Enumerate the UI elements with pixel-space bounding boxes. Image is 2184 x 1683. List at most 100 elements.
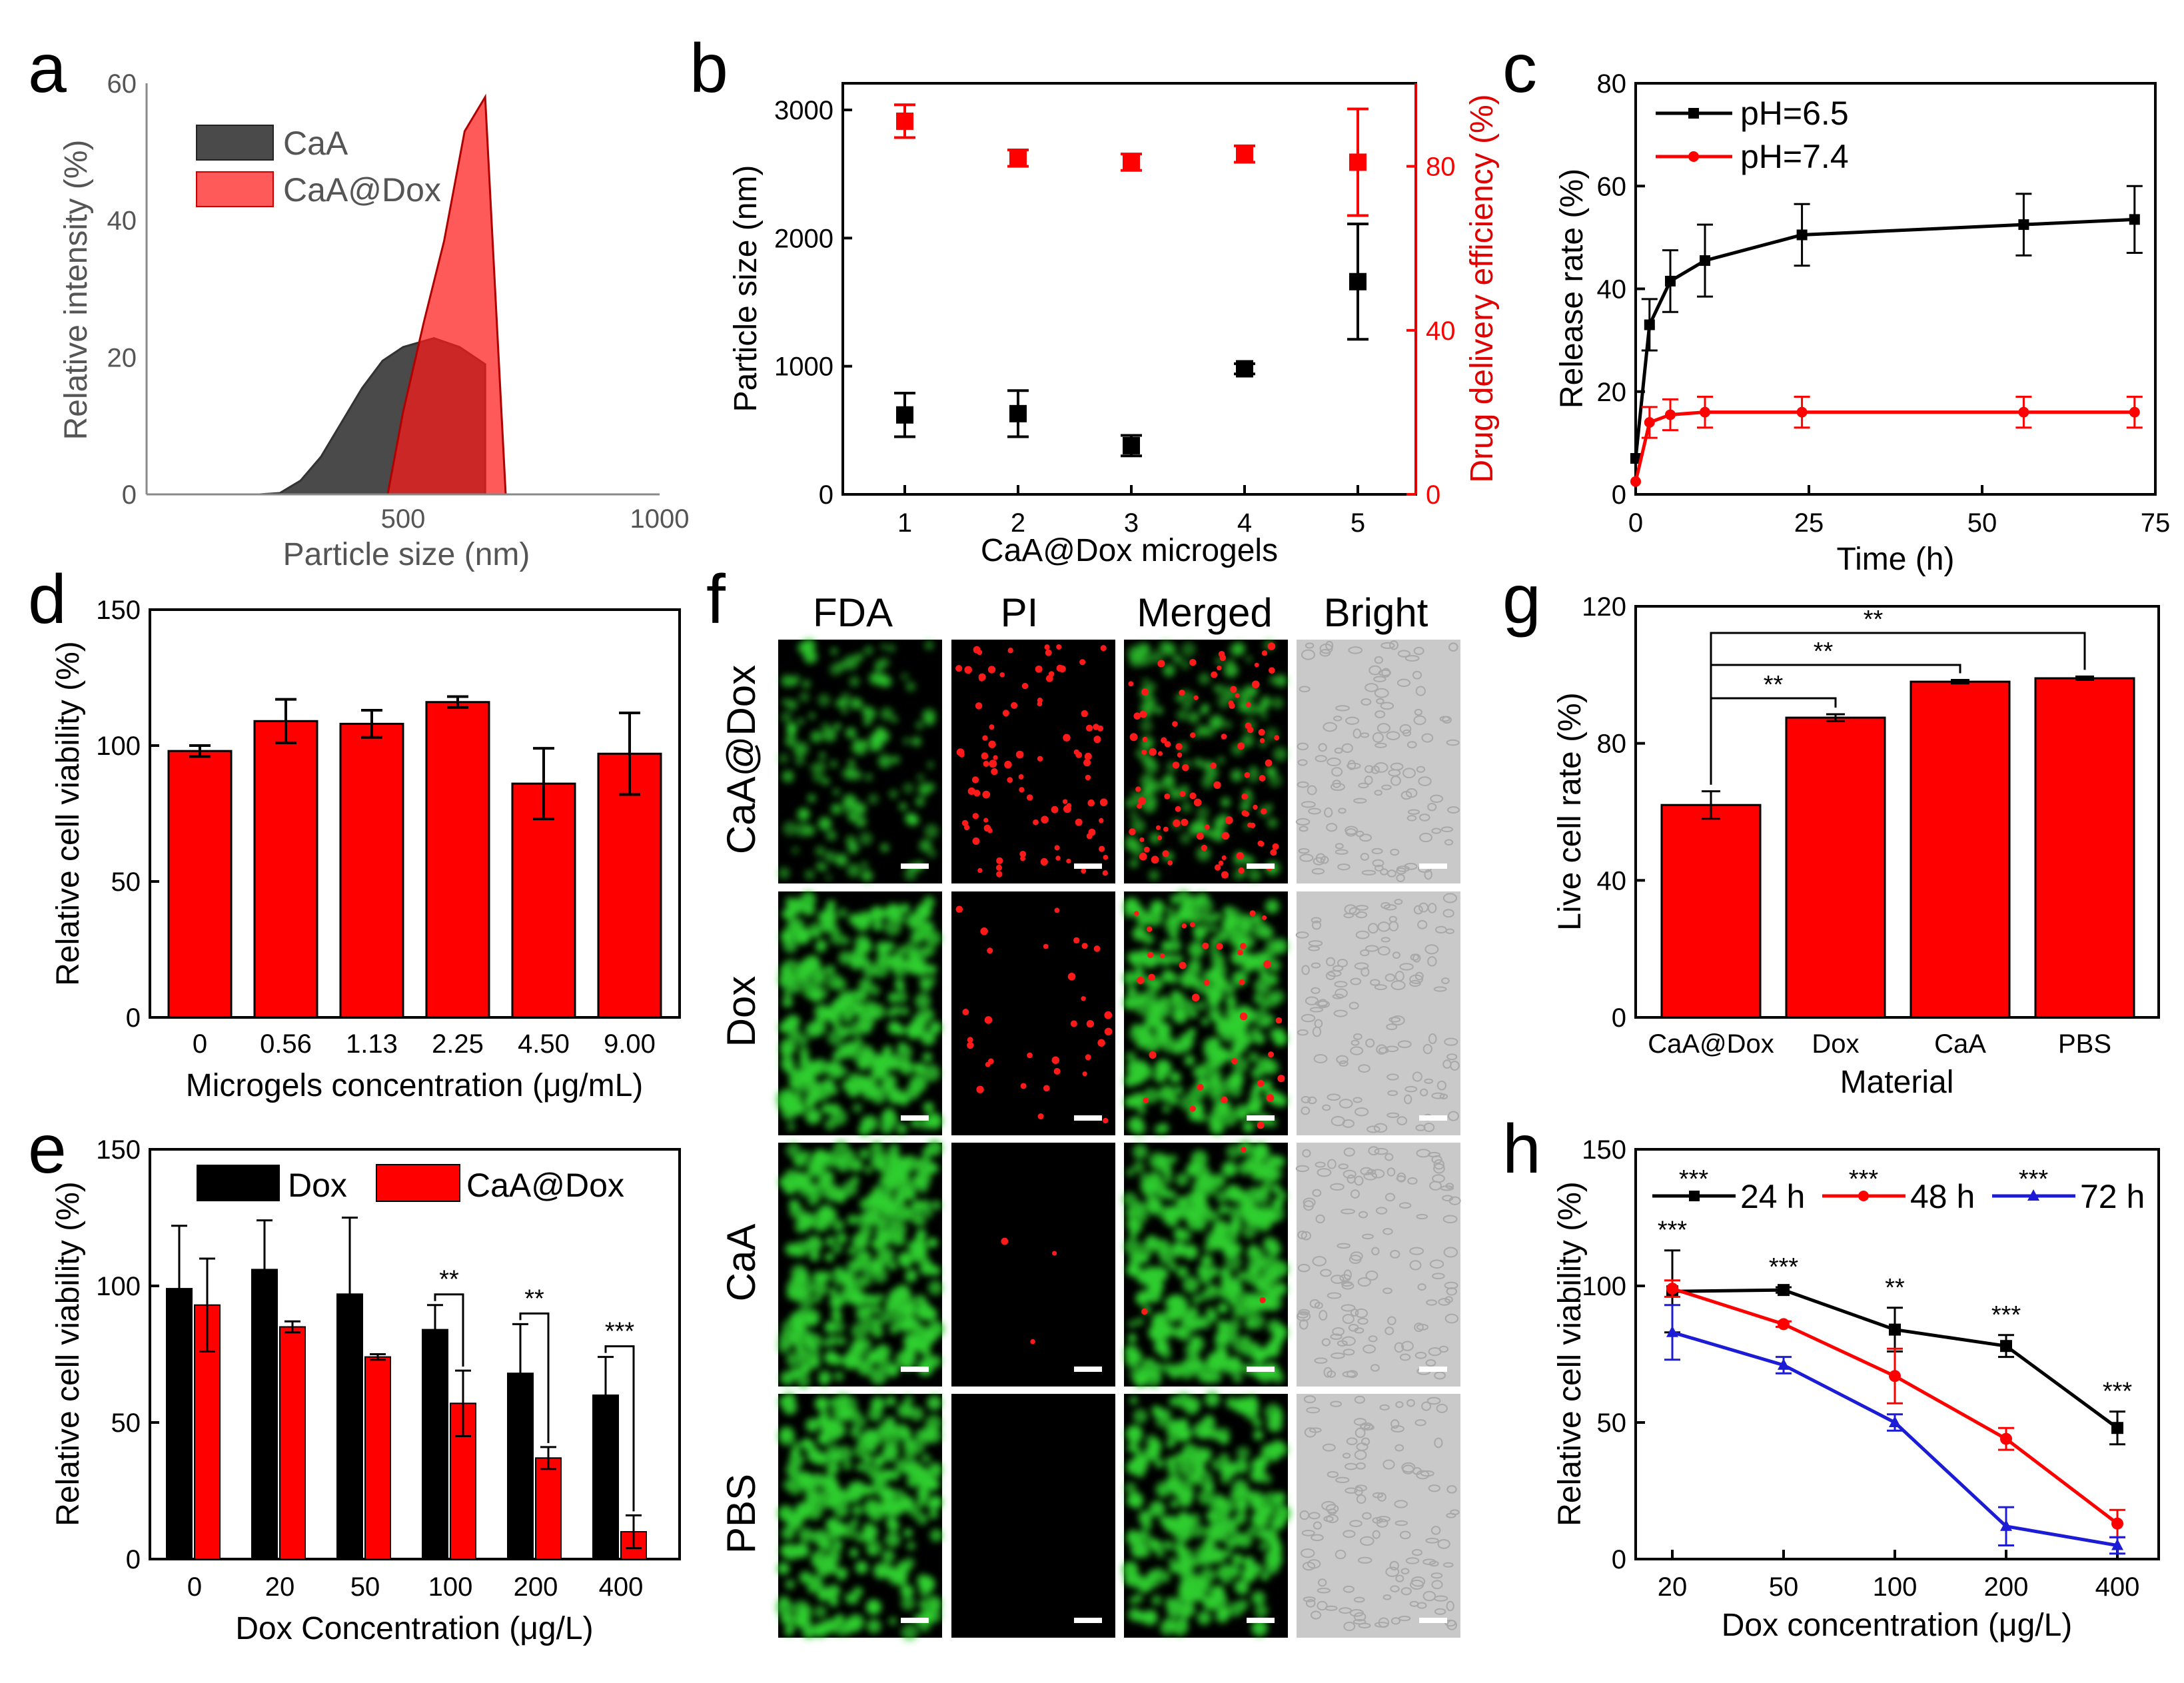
h-point: [2111, 1422, 2123, 1434]
f-green-cell: [777, 1562, 790, 1575]
f-green-cell: [818, 694, 831, 707]
f-green-cell: [1126, 1051, 1136, 1062]
f-red-cell: [1189, 792, 1197, 800]
f-green-cell: [873, 1064, 889, 1079]
f-green-cell: [832, 1321, 845, 1334]
d-y-tick-label: 0: [126, 1003, 141, 1033]
f-red-cell: [1137, 976, 1145, 985]
f-red-cell: [1104, 1011, 1113, 1019]
h-x-label: Dox concentration (μg/L): [1722, 1608, 2073, 1643]
f-red-cell: [1221, 871, 1229, 879]
f-green-cell: [780, 1545, 789, 1554]
f-green-cell: [922, 708, 936, 723]
f-green-cell: [1224, 1278, 1242, 1295]
f-green-cell: [835, 1155, 851, 1173]
d-y-tick-label: 50: [111, 867, 141, 897]
f-green-cell: [1162, 1105, 1171, 1113]
f-green-cell: [900, 672, 909, 681]
f-green-cell: [806, 1503, 823, 1520]
f-green-cell: [780, 711, 793, 724]
f-green-cell: [893, 1504, 904, 1514]
b-x-tick-label: 4: [1237, 508, 1252, 538]
f-bright-cell: [1424, 1078, 1434, 1084]
f-green-cell: [849, 957, 863, 970]
f-green-cell: [920, 1428, 936, 1444]
f-red-cell: [989, 724, 995, 730]
f-green-cell: [1140, 1178, 1157, 1195]
f-green-cell: [1245, 855, 1253, 863]
b-eff-point: [1009, 149, 1027, 167]
a-x-tick-label: 1000: [630, 504, 690, 534]
f-green-cell: [924, 640, 934, 650]
f-bright-cell: [1442, 909, 1454, 918]
f-green-cell: [863, 1165, 873, 1175]
f-scale-bar: [1419, 1367, 1447, 1372]
f-bright-cell: [1303, 1395, 1317, 1404]
f-red-cell: [1141, 1308, 1148, 1315]
f-red-cell: [1146, 926, 1153, 932]
f-green-cell: [915, 721, 924, 730]
f-green-cell: [1128, 1608, 1141, 1622]
f-green-cell: [831, 1464, 840, 1473]
f-red-cell: [1001, 1237, 1009, 1245]
f-bright-cell: [1339, 1607, 1352, 1614]
f-bright-cell: [1341, 1282, 1355, 1290]
f-bright-cell: [1421, 733, 1434, 743]
f-green-cell: [1228, 1601, 1244, 1617]
f-green-cell: [900, 1584, 914, 1598]
f-red-cell: [1225, 816, 1233, 825]
f-green-cell: [1188, 941, 1205, 958]
f-green-cell: [1176, 1480, 1194, 1498]
f-green-cell: [1175, 1086, 1183, 1095]
f-green-cell: [903, 1462, 916, 1476]
f-bright-cell: [1442, 1215, 1458, 1224]
f-bright-cell: [1350, 977, 1362, 985]
h-legend-marker-24h: [1689, 1191, 1700, 1201]
f-bright-cell: [1404, 1085, 1418, 1093]
f-bright-cell: [1430, 1526, 1441, 1535]
f-bright-cell: [1311, 917, 1322, 923]
h-legend-marker-48h: [1858, 1191, 1869, 1201]
b-y-tick-label: 1000: [774, 352, 833, 382]
f-green-cell: [1273, 1496, 1284, 1507]
f-col-header-merged: Merged: [1137, 590, 1272, 635]
f-green-cell: [869, 1141, 884, 1155]
f-green-cell: [896, 1123, 907, 1135]
f-red-cell: [1274, 735, 1280, 741]
f-green-cell: [1185, 1211, 1196, 1222]
f-bright-cell: [1318, 999, 1328, 1008]
f-red-cell: [1241, 793, 1249, 800]
f-bright-cell: [1350, 1046, 1364, 1055]
f-bright-cell: [1428, 1033, 1437, 1045]
f-bright-cell: [1366, 1125, 1380, 1133]
f-red-cell: [967, 1041, 974, 1049]
f-green-cell: [805, 1022, 821, 1038]
f-green-cell: [849, 1548, 859, 1558]
f-red-cell: [1218, 860, 1224, 866]
b-eff-point: [1123, 153, 1140, 171]
f-green-cell: [1178, 1493, 1193, 1508]
f-red-cell: [1189, 1105, 1196, 1112]
f-green-cell: [922, 930, 933, 941]
f-bright-cell: [1416, 1213, 1428, 1220]
e-significance-label: **: [439, 1266, 459, 1294]
f-red-cell: [1236, 851, 1244, 860]
f-green-cell: [1169, 788, 1181, 800]
f-green-cell: [1272, 1198, 1284, 1210]
f-green-cell: [1215, 1224, 1227, 1235]
f-green-cell: [1200, 924, 1210, 934]
f-bright-cell: [1370, 1364, 1380, 1372]
f-green-cell: [915, 1466, 925, 1476]
f-green-cell: [1155, 1059, 1172, 1077]
c-x-tick-label: 0: [1628, 508, 1643, 538]
f-green-cell: [1232, 1554, 1243, 1565]
f-red-cell: [1265, 759, 1273, 767]
f-bright-cell: [1353, 1418, 1367, 1426]
a-x-label: Particle size (nm): [283, 537, 530, 572]
f-bright-cell: [1404, 1094, 1412, 1105]
f-green-cell: [1133, 1408, 1148, 1424]
f-green-cell: [804, 1482, 817, 1496]
f-green-cell: [917, 1341, 931, 1355]
f-green-cell: [876, 951, 891, 966]
b-y-right-label: Drug delivery efficiency (%): [1464, 94, 1500, 482]
